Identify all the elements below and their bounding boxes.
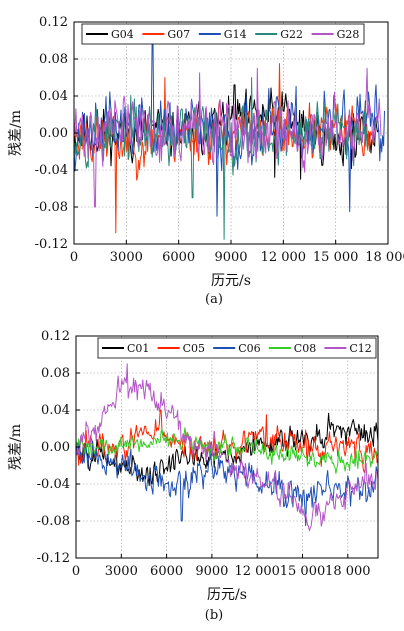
- x-tick-label: 0: [70, 250, 78, 265]
- y-tick-label: -0.12: [35, 237, 68, 252]
- legend-label-g14: G14: [224, 28, 247, 41]
- chart-a: 0 3000 6000 9000 12 000 15 000 18 000 -0.12 -0.0…: [8, 15, 404, 307]
- y-tick-label: 0.00: [41, 440, 70, 455]
- x-tick-label: 0: [72, 564, 80, 579]
- y-tick-label: 0.08: [39, 52, 68, 67]
- y-tick-label: -0.08: [37, 514, 70, 529]
- legend-label-c12: C12: [349, 342, 371, 355]
- y-tick-label: -0.08: [35, 200, 68, 215]
- legend-label-g07: G07: [167, 28, 190, 41]
- legend-label-g28: G28: [337, 28, 360, 41]
- y-tick-label: 0.04: [41, 403, 70, 418]
- y-tick-label: 0.08: [41, 366, 70, 381]
- x-tick-label: 6000: [150, 564, 183, 579]
- legend-label-c01: C01: [127, 342, 149, 355]
- x-axis-label: 历元/s: [211, 273, 251, 289]
- y-tick-label: 0.12: [39, 15, 68, 30]
- x-tick-label: 3000: [105, 564, 138, 579]
- x-tick-label: 12 000: [234, 564, 280, 579]
- x-tick-label: 18 000: [325, 564, 371, 579]
- series-line-c01: [76, 412, 378, 487]
- y-tick-label: -0.12: [37, 551, 70, 566]
- series-group: [74, 41, 385, 240]
- legend-label-g22: G22: [280, 28, 303, 41]
- x-tick-label: 6000: [162, 250, 195, 265]
- y-tick-label: 0.00: [39, 126, 68, 141]
- figure-caption: (b): [205, 608, 223, 623]
- x-tick-label: 18 000: [365, 250, 404, 265]
- y-axis-label: 残差/m: [8, 110, 24, 156]
- y-tick-label: 0.04: [39, 89, 68, 104]
- legend-label-c06: C06: [238, 342, 260, 355]
- x-tick-label: 9000: [214, 250, 247, 265]
- x-tick-label: 15 000: [313, 250, 359, 265]
- y-tick-label: 0.12: [41, 329, 70, 344]
- legend-box: [97, 337, 377, 359]
- x-tick-label: 3000: [110, 250, 143, 265]
- x-axis-label: 历元/s: [207, 587, 247, 603]
- figure-caption: (a): [205, 292, 223, 307]
- series-line-c08: [76, 427, 378, 474]
- legend-label-g04: G04: [111, 28, 134, 41]
- legend-label-c05: C05: [183, 342, 205, 355]
- y-tick-label: -0.04: [35, 163, 68, 178]
- series-line-c12: [76, 363, 378, 532]
- series-line-c06: [76, 440, 378, 527]
- x-tick-label: 15 000: [280, 564, 326, 579]
- x-tick-label: 9000: [195, 564, 228, 579]
- series-group: [76, 363, 378, 532]
- legend-label-c08: C08: [294, 342, 316, 355]
- series-line-g28: [74, 67, 382, 208]
- y-tick-label: -0.04: [37, 477, 70, 492]
- x-tick-label: 12 000: [261, 250, 307, 265]
- chart-b: 0 3000 6000 9000 12 000 15 000 18 000 -0.12 -0.0…: [8, 329, 379, 623]
- series-line-c05: [76, 409, 378, 473]
- legend-box: [81, 23, 365, 45]
- y-axis-label: 残差/m: [8, 424, 24, 470]
